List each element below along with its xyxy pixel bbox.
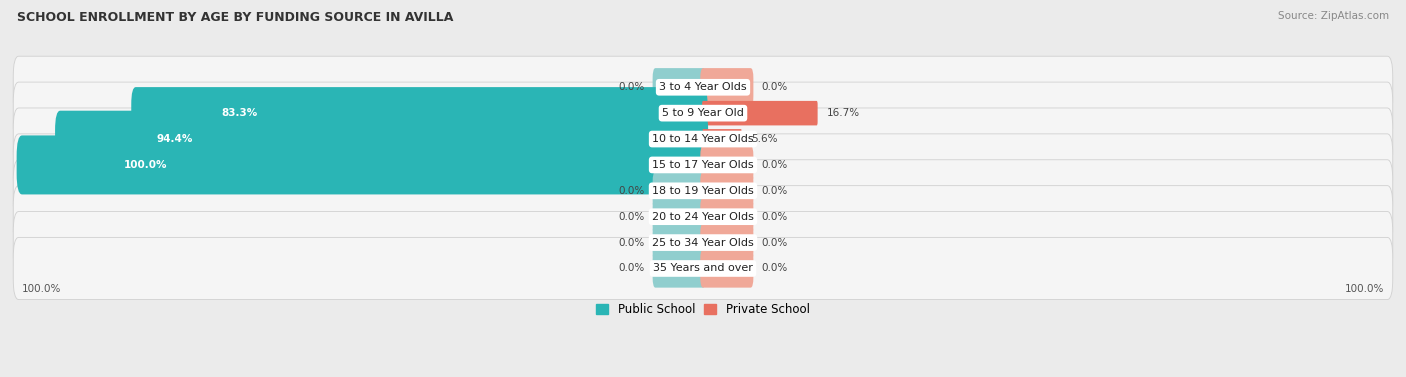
Text: 0.0%: 0.0%	[761, 212, 787, 222]
Text: 5.6%: 5.6%	[751, 134, 778, 144]
FancyBboxPatch shape	[13, 160, 1393, 222]
Text: 0.0%: 0.0%	[761, 238, 787, 248]
FancyBboxPatch shape	[700, 198, 754, 236]
FancyBboxPatch shape	[652, 68, 706, 106]
FancyBboxPatch shape	[702, 101, 818, 126]
Text: 0.0%: 0.0%	[619, 212, 645, 222]
Text: 100.0%: 100.0%	[22, 284, 62, 294]
Text: 15 to 17 Year Olds: 15 to 17 Year Olds	[652, 160, 754, 170]
FancyBboxPatch shape	[700, 172, 754, 210]
Text: 0.0%: 0.0%	[761, 186, 787, 196]
FancyBboxPatch shape	[13, 238, 1393, 300]
FancyBboxPatch shape	[652, 198, 706, 236]
Legend: Public School, Private School: Public School, Private School	[592, 299, 814, 321]
FancyBboxPatch shape	[13, 211, 1393, 274]
FancyBboxPatch shape	[13, 56, 1393, 118]
Text: 20 to 24 Year Olds: 20 to 24 Year Olds	[652, 212, 754, 222]
Text: 0.0%: 0.0%	[761, 264, 787, 273]
Text: 83.3%: 83.3%	[221, 108, 257, 118]
FancyBboxPatch shape	[17, 135, 709, 195]
FancyBboxPatch shape	[703, 129, 741, 149]
Text: 16.7%: 16.7%	[827, 108, 860, 118]
FancyBboxPatch shape	[700, 224, 754, 262]
FancyBboxPatch shape	[13, 82, 1393, 144]
FancyBboxPatch shape	[700, 68, 754, 106]
FancyBboxPatch shape	[652, 224, 706, 262]
Text: Source: ZipAtlas.com: Source: ZipAtlas.com	[1278, 11, 1389, 21]
FancyBboxPatch shape	[13, 185, 1393, 248]
Text: 100.0%: 100.0%	[1344, 284, 1384, 294]
Text: 35 Years and over: 35 Years and over	[652, 264, 754, 273]
Text: 0.0%: 0.0%	[761, 82, 787, 92]
Text: 100.0%: 100.0%	[124, 160, 167, 170]
FancyBboxPatch shape	[131, 87, 707, 139]
FancyBboxPatch shape	[700, 146, 754, 184]
Text: 0.0%: 0.0%	[619, 238, 645, 248]
Text: 10 to 14 Year Olds: 10 to 14 Year Olds	[652, 134, 754, 144]
Text: 94.4%: 94.4%	[156, 134, 193, 144]
Text: 0.0%: 0.0%	[619, 82, 645, 92]
Text: 18 to 19 Year Olds: 18 to 19 Year Olds	[652, 186, 754, 196]
Text: 25 to 34 Year Olds: 25 to 34 Year Olds	[652, 238, 754, 248]
Text: 0.0%: 0.0%	[619, 264, 645, 273]
FancyBboxPatch shape	[55, 111, 709, 167]
Text: 0.0%: 0.0%	[619, 186, 645, 196]
FancyBboxPatch shape	[13, 134, 1393, 196]
Text: 5 to 9 Year Old: 5 to 9 Year Old	[662, 108, 744, 118]
FancyBboxPatch shape	[652, 249, 706, 288]
Text: SCHOOL ENROLLMENT BY AGE BY FUNDING SOURCE IN AVILLA: SCHOOL ENROLLMENT BY AGE BY FUNDING SOUR…	[17, 11, 453, 24]
FancyBboxPatch shape	[13, 108, 1393, 170]
Text: 3 to 4 Year Olds: 3 to 4 Year Olds	[659, 82, 747, 92]
Text: 0.0%: 0.0%	[761, 160, 787, 170]
FancyBboxPatch shape	[700, 249, 754, 288]
FancyBboxPatch shape	[652, 172, 706, 210]
